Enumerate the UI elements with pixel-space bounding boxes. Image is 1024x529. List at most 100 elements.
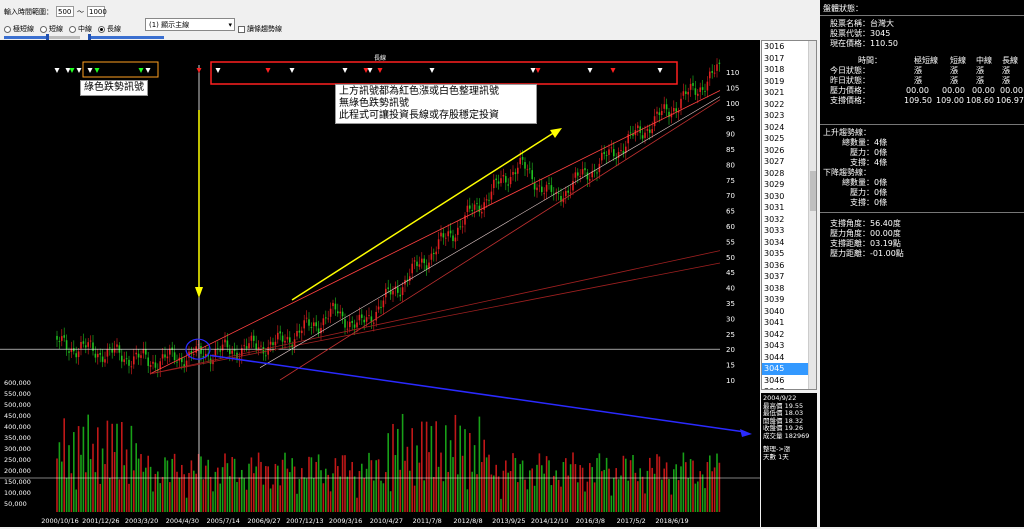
- stock-list-item[interactable]: 3028: [764, 168, 785, 178]
- stock-list-item[interactable]: 3032: [764, 214, 785, 224]
- candle-body: [159, 361, 161, 370]
- yellow-up-arrowhead: [550, 128, 562, 138]
- x-tick-label: 2007/12/13: [286, 517, 323, 525]
- radio-mode-2[interactable]: 中線: [69, 24, 92, 34]
- stock-list-item[interactable]: 3035: [764, 249, 785, 258]
- stock-list-item[interactable]: 3017: [764, 53, 785, 63]
- radio-mode-3[interactable]: 長線: [98, 24, 121, 34]
- volume-bar: [101, 448, 104, 512]
- volume-bar: [356, 497, 358, 512]
- volume-bar: [613, 477, 615, 512]
- x-tick-label: 2000/10/16: [41, 517, 78, 525]
- stock-list-item[interactable]: 3047: [762, 386, 816, 389]
- radio-mode-1[interactable]: 短線: [40, 24, 63, 34]
- volume-bar: [77, 426, 80, 512]
- volume-bar: [202, 479, 205, 512]
- stock-list-item[interactable]: 3016: [764, 42, 785, 51]
- candle-body: [94, 353, 97, 358]
- candle-body: [557, 192, 560, 194]
- candle-body: [639, 126, 641, 133]
- volume-bar: [421, 421, 423, 512]
- list-scrollbar[interactable]: [808, 41, 816, 389]
- stock-list-item[interactable]: 3044: [764, 352, 785, 362]
- candle-body: [116, 344, 118, 347]
- volume-bar: [89, 459, 92, 512]
- price-tick-label: 90: [726, 131, 735, 139]
- volume-bar: [397, 428, 399, 512]
- stock-list-item[interactable]: 3034: [764, 237, 785, 247]
- candle-body: [353, 324, 356, 328]
- stock-list-item[interactable]: 3021: [764, 88, 785, 97]
- stock-list-item[interactable]: 3027: [764, 157, 785, 166]
- candle-body: [176, 361, 178, 363]
- volume-bar: [505, 460, 507, 512]
- candle-body: [637, 125, 639, 129]
- stock-list-item[interactable]: 3043: [764, 341, 785, 350]
- stock-list-item[interactable]: 3036: [764, 260, 785, 270]
- volume-bar: [603, 469, 605, 512]
- stock-list-item[interactable]: 3042: [764, 329, 785, 339]
- stock-list-item[interactable]: 3037: [764, 272, 785, 281]
- price-tick-label: 110: [726, 69, 739, 77]
- volume-bar: [440, 452, 442, 512]
- stock-list-item[interactable]: 3018: [764, 65, 785, 74]
- stock-chart[interactable]: 長線 110 105 100 95 90 85 80 75 70 65 60 55 50 45 40 35 30 2…: [0, 40, 760, 527]
- volume-bar: [653, 473, 656, 512]
- candle-body: [529, 168, 531, 170]
- candle-body: [581, 169, 584, 175]
- volume-bar: [193, 470, 195, 512]
- stock-list-item[interactable]: 3023: [764, 111, 785, 120]
- volume-bar: [63, 418, 65, 512]
- range-from-input[interactable]: 500: [56, 6, 74, 17]
- volume-bar: [310, 457, 313, 512]
- volume-bar: [634, 472, 637, 512]
- radio-mode-0[interactable]: 極短線: [4, 24, 34, 34]
- stock-list-item[interactable]: 3024: [764, 122, 785, 132]
- stock-list-item[interactable]: 3031: [764, 203, 785, 212]
- range-to-input[interactable]: 1000: [87, 6, 107, 17]
- volume-bar: [65, 477, 68, 512]
- checkbox-box[interactable]: [238, 25, 245, 33]
- volume-bar: [70, 473, 73, 512]
- stock-list-item[interactable]: 3033: [764, 226, 785, 235]
- stock-list-item[interactable]: 3022: [764, 99, 785, 109]
- stock-list-item[interactable]: 3045: [762, 363, 816, 375]
- main-line-select[interactable]: (1) 顯示主線 ▾: [145, 18, 235, 31]
- stock-list-item[interactable]: 3038: [764, 283, 785, 293]
- candle-body: [317, 328, 320, 334]
- stock-list-item[interactable]: 3025: [764, 134, 785, 143]
- stock-list-item[interactable]: 3040: [764, 306, 785, 316]
- candle-body: [279, 331, 281, 334]
- signal-marker: [610, 68, 616, 73]
- volume-bar: [697, 481, 699, 512]
- volume-bar: [502, 470, 505, 512]
- stock-list-item[interactable]: 3026: [764, 145, 785, 155]
- volume-bar: [87, 414, 89, 512]
- volume-bar: [389, 491, 392, 512]
- volume-bar: [164, 457, 166, 512]
- stock-list-item[interactable]: 3030: [764, 191, 785, 201]
- candle-body: [329, 308, 332, 317]
- stock-list-item[interactable]: 3029: [764, 180, 785, 189]
- volume-tick-label: 450,000: [4, 412, 31, 420]
- volume-bar: [269, 488, 272, 512]
- support-trendline: [149, 250, 721, 375]
- candle-body: [325, 317, 327, 319]
- candle-body: [171, 347, 173, 350]
- range-sliders: [4, 34, 164, 41]
- scrollbar-thumb[interactable]: [810, 171, 816, 211]
- candle-body: [392, 290, 394, 295]
- volume-bar: [629, 460, 632, 512]
- volume-bar: [219, 483, 221, 512]
- range-slider-1[interactable]: [4, 34, 80, 41]
- stock-list-item[interactable]: 3046: [764, 375, 785, 385]
- volume-bar: [706, 462, 709, 512]
- stock-list-item[interactable]: 3039: [764, 295, 785, 304]
- range-slider-2[interactable]: [88, 34, 164, 41]
- candle-body: [406, 279, 409, 282]
- stock-list-item[interactable]: 3041: [764, 318, 785, 327]
- volume-bar: [176, 471, 178, 512]
- trendline-checkbox[interactable]: 讀條趨勢線: [238, 24, 282, 34]
- stock-code-list[interactable]: 3016 3017 3018 3019 3021 3022 3023 3024 3025 3026…: [761, 40, 817, 390]
- stock-list-item[interactable]: 3019: [764, 76, 785, 86]
